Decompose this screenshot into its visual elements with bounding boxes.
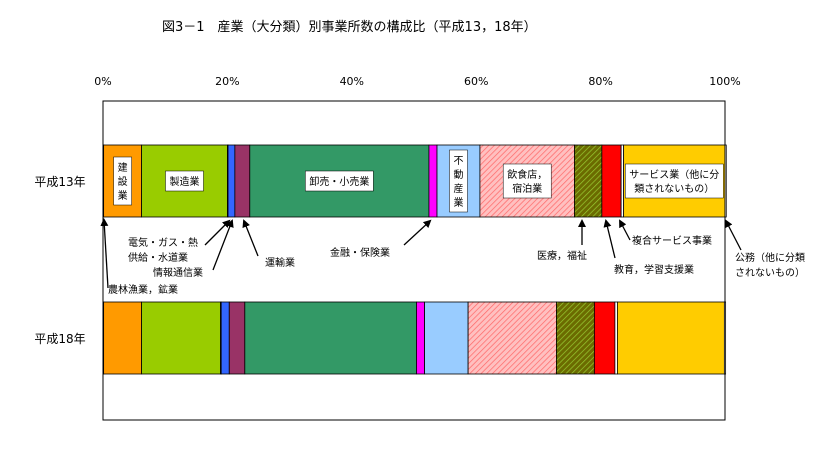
bar-label: 建 [118,161,128,174]
bar-label: 製造業 [169,175,199,188]
x-tick-label: 60% [464,75,488,88]
bar-segment [723,301,727,375]
bar-segment [724,144,727,218]
callout-label: 金融・保険業 [330,246,390,259]
category-label: 平成13年 [34,175,85,189]
bar-segment [228,301,246,375]
bar-segment [234,144,251,218]
bar-label: 類されないもの） [634,183,714,195]
bar-label: 業 [453,196,463,209]
callout-label: 複合サービス事業 [632,234,712,247]
bar-label-box [113,156,132,206]
bar-segment [593,301,616,375]
bar-segment [467,301,557,375]
bar-segment [141,301,221,375]
bar-segment [244,301,417,375]
x-tick-label: 80% [588,75,612,88]
callout-arrow [403,219,432,246]
callout-label: されないもの） [735,267,805,279]
callout-label: 教育，学習支援業 [614,263,694,276]
callout-label: 供給・水道業 [128,251,188,264]
bar-segment [424,301,469,375]
bar-label-box [625,163,724,199]
bar-label-box [165,170,204,192]
bar-label: 飲食店， [507,168,547,181]
bar-segment [428,144,438,218]
bar-segment [416,301,425,375]
bar-label: 不 [453,156,463,167]
bar-segment [103,301,142,375]
callout-arrow [725,219,742,251]
callout-arrow [603,219,616,259]
callout-label: 公務（他に分類 [735,251,805,264]
bar-label: サービス業（他に分 [629,168,719,181]
category-label: 平成18年 [34,332,85,346]
x-tick-label: 100% [709,75,740,88]
bar-segment [556,301,595,375]
callout-label: 電気・ガス・熱 [128,236,198,249]
callout-arrow [212,219,234,271]
x-tick-label: 20% [215,75,239,88]
x-tick-label: 40% [340,75,364,88]
callout-label: 農林漁業，鉱業 [108,283,178,296]
callout-arrow [204,219,231,246]
callout-arrow [242,219,259,257]
bar-label: 業 [118,189,128,202]
bar-label-box [449,149,468,213]
chart-title: 図3－1 産業（大分類）別事業所数の構成比（平成13，18年） [162,19,537,35]
bar-segment [574,144,603,218]
bar-segment [601,144,622,218]
bar-label: 動 [453,168,463,181]
callout-arrow [100,218,109,289]
bar-label-box [502,163,552,199]
callout-arrow [619,219,631,241]
bar-segment [227,144,236,218]
bar-segment [616,301,725,375]
x-tick-label: 0% [94,75,111,88]
bar-segment [220,301,230,375]
callout-label: 運輸業 [265,256,295,269]
callout-label: 情報通信業 [153,266,203,279]
bar-label: 産 [453,182,463,195]
bar-label: 設 [118,175,128,188]
bar-label: 宿泊業 [512,182,542,195]
callout-label: 医療，福祉 [537,249,587,262]
bar-label: 卸売・小売業 [309,175,369,188]
bar-label-box [305,170,374,192]
